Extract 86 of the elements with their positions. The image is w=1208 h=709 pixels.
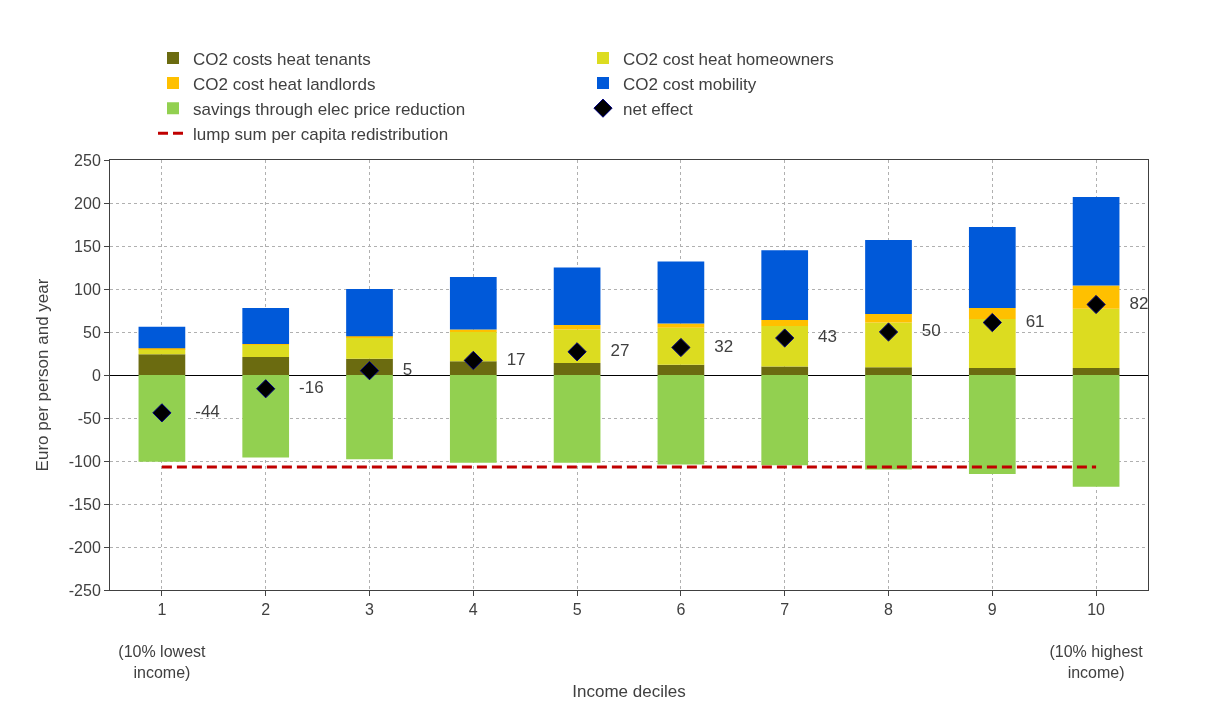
bar	[657, 323, 705, 328]
x-tick-label: 3	[365, 601, 375, 619]
x-tick-label: 6	[676, 601, 686, 619]
data-label: 5	[379, 359, 413, 379]
y-tick-label: 50	[83, 323, 101, 341]
bar	[449, 276, 497, 330]
y-tick-label: -250	[68, 581, 101, 599]
bar	[657, 375, 705, 465]
point	[463, 350, 483, 370]
bar	[1072, 375, 1120, 487]
bar	[761, 366, 809, 375]
bar	[138, 375, 186, 462]
bar	[346, 375, 393, 460]
bar	[138, 354, 186, 375]
bar	[865, 375, 912, 470]
bar	[968, 368, 1016, 375]
bar	[553, 375, 601, 463]
x-tick-label: 4	[468, 601, 478, 619]
y-axis-title: Euro per person and year	[33, 278, 53, 472]
data-label: -16	[275, 378, 324, 398]
bar	[449, 329, 497, 332]
bar	[865, 239, 912, 314]
bar	[242, 307, 290, 345]
bar	[968, 375, 1016, 474]
bar	[1072, 368, 1120, 375]
bar	[761, 250, 809, 320]
bar	[553, 325, 601, 330]
bar	[346, 289, 393, 337]
bar	[242, 356, 290, 375]
point	[878, 322, 899, 342]
data-label: 82	[1105, 293, 1149, 313]
point	[359, 361, 380, 381]
data-label: 27	[586, 341, 630, 361]
bar	[865, 322, 912, 368]
bar	[242, 344, 290, 357]
point	[256, 379, 276, 399]
category-label: 1 (10% lowest income)	[118, 601, 206, 681]
x-tick-label: 9	[987, 601, 997, 619]
bar	[865, 367, 912, 375]
y-tick-label: -150	[68, 495, 101, 513]
bar	[138, 326, 186, 349]
bar	[761, 375, 809, 466]
data-label: 43	[794, 327, 837, 347]
point	[152, 403, 172, 423]
bar	[968, 319, 1016, 369]
x-tick-label: 7	[780, 601, 790, 619]
legend-label: CO2 cost heat homeowners	[623, 49, 834, 69]
bar	[657, 364, 705, 375]
legend-label: CO2 cost mobility	[623, 74, 757, 94]
x-axis-title: Income deciles	[572, 682, 686, 701]
bar	[1072, 196, 1120, 286]
bar	[761, 319, 809, 326]
data-label: 50	[898, 321, 941, 341]
bar	[865, 313, 912, 323]
x-tick-label: 8	[884, 601, 894, 619]
legend-label: net effect	[623, 99, 693, 119]
data-label: 61	[1002, 311, 1045, 331]
point	[982, 312, 1002, 333]
data-label: 17	[483, 349, 526, 369]
legend-label: lump sum per capita redistribution	[193, 124, 449, 144]
legend-label: CO2 costs heat tenants	[193, 49, 371, 69]
bar	[449, 332, 497, 362]
y-tick-label: 0	[91, 366, 101, 384]
bar	[346, 337, 393, 359]
bar	[449, 375, 497, 463]
bar	[968, 227, 1016, 308]
bar	[968, 307, 1016, 320]
legend-label: CO2 cost heat landlords	[193, 74, 376, 94]
x-tick-label: 2	[261, 601, 271, 619]
bar	[553, 362, 601, 375]
bar	[657, 261, 705, 324]
legend-label: savings through elec price reduction	[193, 99, 466, 119]
category-label: 10 (10% highest income)	[1049, 601, 1143, 681]
y-tick-label: -50	[77, 409, 101, 427]
y-tick-label: -200	[68, 538, 101, 556]
y-tick-label: -100	[68, 452, 101, 470]
y-tick-label: 250	[74, 151, 101, 169]
y-tick-label: 150	[74, 237, 101, 255]
data-label: -44	[171, 402, 220, 422]
y-tick-label: 100	[74, 280, 101, 298]
y-tick-label: 200	[74, 194, 101, 212]
bar	[242, 375, 290, 458]
bar	[553, 267, 601, 326]
data-label: 32	[690, 336, 734, 356]
bar	[1072, 308, 1120, 369]
x-tick-label: 5	[572, 601, 582, 619]
